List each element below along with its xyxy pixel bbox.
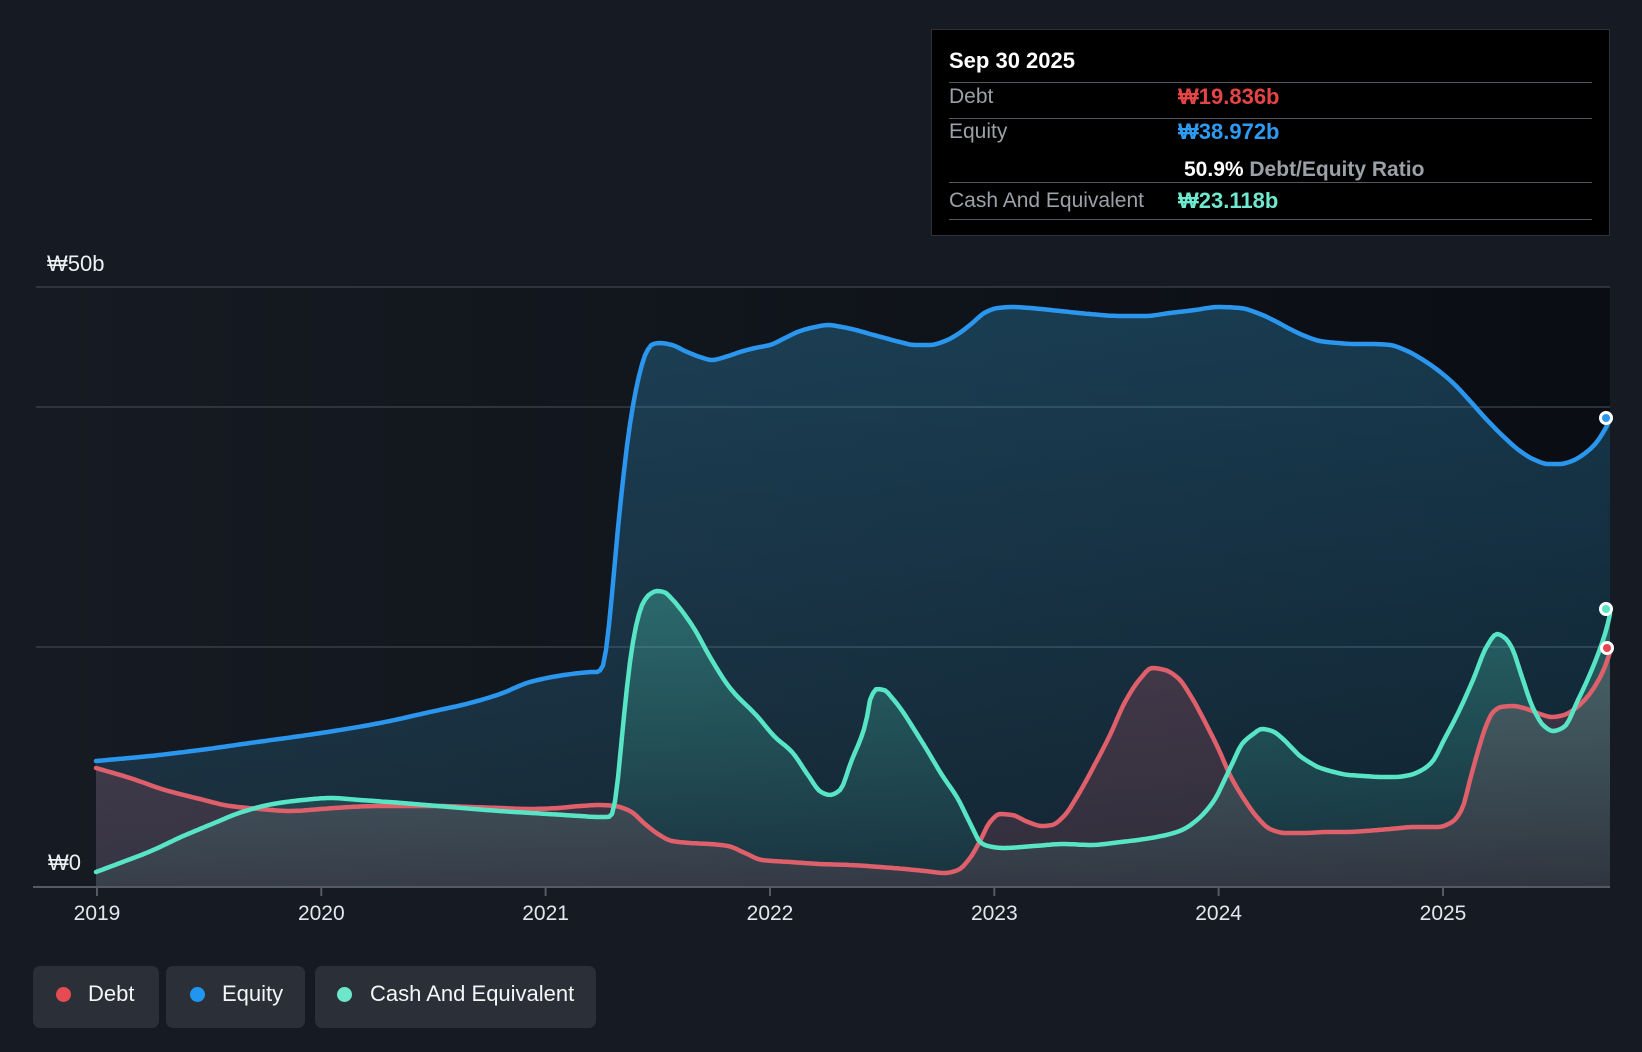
svg-text:2019: 2019 xyxy=(74,902,121,925)
svg-text:2020: 2020 xyxy=(298,902,345,925)
svg-text:2021: 2021 xyxy=(522,902,569,925)
svg-text:₩50b: ₩50b xyxy=(47,251,104,276)
svg-text:₩0: ₩0 xyxy=(48,850,81,875)
svg-text:2025: 2025 xyxy=(1420,902,1467,925)
svg-text:2023: 2023 xyxy=(971,902,1018,925)
svg-text:2024: 2024 xyxy=(1195,902,1242,925)
svg-text:2022: 2022 xyxy=(747,902,794,925)
